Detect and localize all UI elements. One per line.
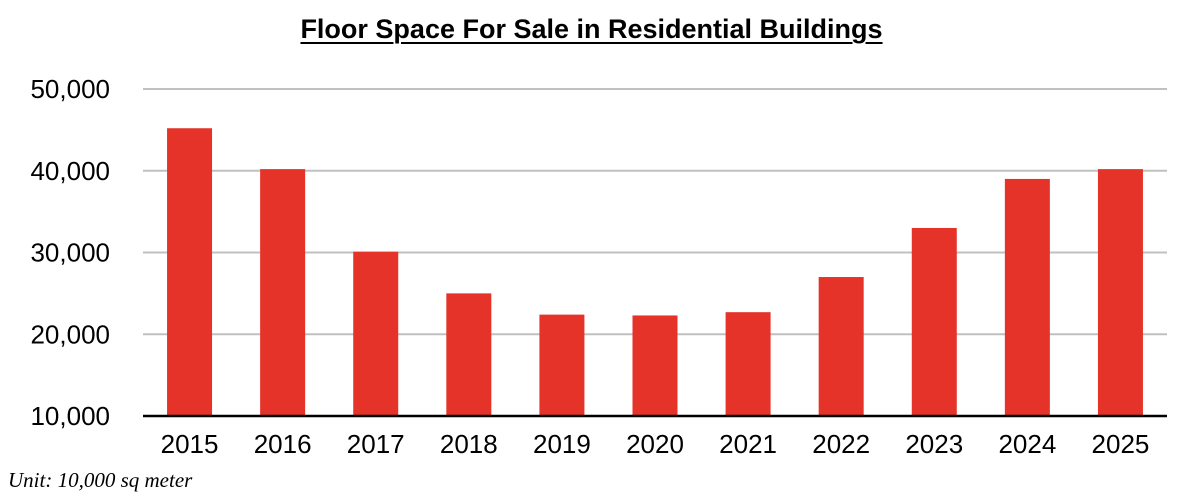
bar-2016 [260, 169, 306, 416]
y-tick-label: 30,000 [30, 238, 110, 268]
x-tick-label-2017: 2017 [347, 429, 405, 459]
bar-2022 [818, 277, 864, 416]
x-tick-label-2025: 2025 [1092, 429, 1150, 459]
x-tick-label-2021: 2021 [719, 429, 777, 459]
chart-title: Floor Space For Sale in Residential Buil… [300, 14, 883, 44]
x-tick-label-2024: 2024 [998, 429, 1056, 459]
gridlines [143, 88, 1167, 336]
y-axis-tick-labels: 10,000 20,000 30,000 40,000 50,000 [30, 74, 110, 431]
x-axis-tick-labels: 2015 2016 2017 2018 2019 2020 2021 2022 2023 2024… [161, 429, 1150, 459]
y-tick-label: 40,000 [30, 156, 110, 186]
bar-2019 [539, 314, 585, 416]
bar-2015 [167, 128, 213, 417]
x-tick-label-2019: 2019 [533, 429, 591, 459]
bar-2020 [632, 315, 678, 416]
y-tick-label: 50,000 [30, 74, 110, 104]
x-tick-label-2016: 2016 [254, 429, 312, 459]
bar-2025 [1097, 169, 1143, 416]
bar-2024 [1004, 178, 1050, 416]
bars [167, 128, 1143, 417]
x-tick-label-2022: 2022 [812, 429, 870, 459]
bar-2018 [446, 293, 492, 416]
bar-2023 [911, 227, 957, 416]
y-tick-label: 20,000 [30, 319, 110, 349]
x-tick-label-2015: 2015 [161, 429, 219, 459]
x-tick-label-2023: 2023 [905, 429, 963, 459]
x-tick-label-2018: 2018 [440, 429, 498, 459]
x-tick-label-2020: 2020 [626, 429, 684, 459]
unit-note: Unit: 10,000 sq meter [8, 468, 193, 492]
y-tick-label: 10,000 [30, 401, 110, 431]
bar-2017 [353, 251, 399, 416]
bar-2021 [725, 312, 771, 416]
